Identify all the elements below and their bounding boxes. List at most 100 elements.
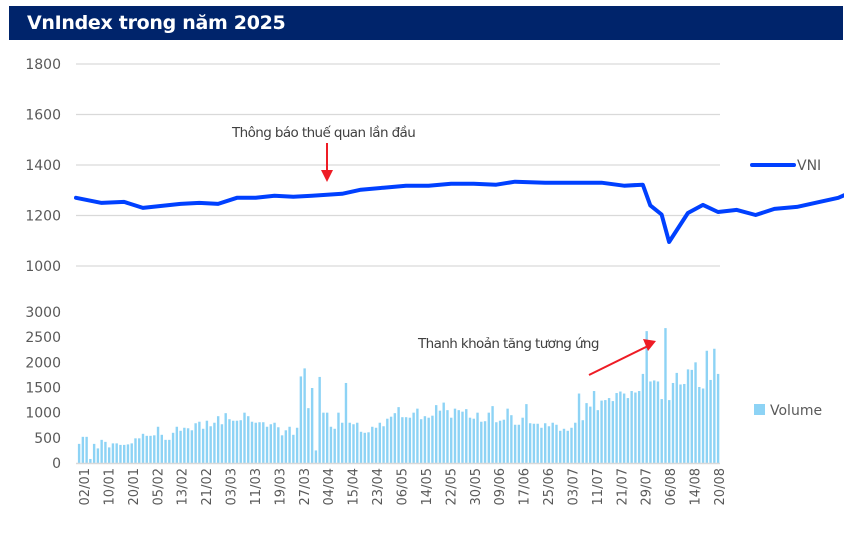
volume-bar: [637, 391, 641, 463]
volume-bar: [679, 384, 682, 463]
volume-bar: [277, 427, 280, 463]
volume-bar: [577, 393, 581, 463]
x-axis: 02/01 10/01 20/01 05/02 13/02 21/02 03/03 11/03…: [78, 468, 728, 505]
volume-bar: [408, 417, 412, 463]
volume-bar: [419, 419, 423, 463]
volume-bar: [472, 418, 475, 463]
volume-bar: [562, 428, 566, 463]
volume-bar: [228, 419, 231, 463]
x-tick-label: 13/02: [176, 468, 191, 505]
volume-bars: [77, 328, 720, 463]
volume-bar: [574, 422, 577, 463]
volume-bar: [389, 416, 393, 463]
volume-y-tick-label: 0: [52, 456, 61, 472]
volume-bar: [303, 368, 306, 463]
volume-bar: [716, 373, 720, 463]
volume-bar: [510, 415, 513, 463]
volume-y-tick-label: 1500: [25, 381, 61, 397]
volume-bar: [265, 426, 269, 463]
volume-bar: [683, 383, 686, 463]
volume-bar: [431, 415, 434, 463]
volume-bar: [412, 412, 415, 463]
volume-bar: [483, 421, 487, 463]
volume-bar: [630, 391, 633, 463]
volume-y-tick-label: 500: [34, 431, 61, 447]
x-tick-label: 30/05: [469, 468, 484, 505]
volume-bar: [600, 400, 603, 463]
volume-bar: [85, 436, 88, 463]
x-tick-label: 14/08: [689, 468, 704, 505]
volume-bar: [686, 369, 690, 463]
volume-bar: [81, 436, 85, 463]
volume-bar: [100, 439, 103, 463]
volume-bar: [378, 422, 382, 463]
volume-bar: [209, 426, 212, 463]
volume-bar: [382, 426, 385, 463]
y-tick-label: 1600: [25, 108, 61, 124]
volume-bar: [506, 408, 509, 463]
volume-bar: [359, 431, 363, 463]
volume-bar: [107, 447, 111, 463]
x-tick-label: 10/01: [102, 468, 117, 505]
volume-bar: [367, 432, 370, 463]
x-tick-label: 03/07: [566, 468, 581, 505]
volume-bar: [476, 412, 479, 463]
volume-bar: [596, 410, 600, 463]
y-tick-label: 1400: [25, 158, 61, 174]
volume-bar: [92, 443, 96, 463]
x-tick-label: 19/03: [273, 468, 288, 505]
volume-bar: [153, 435, 156, 463]
volume-bar: [288, 426, 291, 463]
volume-bar: [626, 398, 630, 463]
price-gridlines: [76, 63, 720, 267]
x-tick-label: 09/06: [493, 468, 508, 505]
volume-bar: [450, 417, 453, 463]
volume-bar: [589, 406, 592, 463]
volume-bar: [138, 438, 141, 463]
volume-bar: [356, 422, 359, 463]
x-tick-label: 20/01: [127, 468, 142, 505]
volume-bar: [247, 416, 250, 463]
volume-bar: [517, 424, 521, 463]
volume-bar: [521, 417, 524, 463]
volume-bar: [592, 391, 596, 463]
volume-bar: [190, 430, 194, 463]
volume-bar: [393, 413, 397, 463]
volume-bar: [404, 417, 408, 463]
volume-y-tick-label: 1000: [25, 406, 61, 422]
legend-vni-label: VNI: [797, 158, 821, 174]
volume-bar: [201, 428, 205, 463]
x-tick-label: 29/07: [640, 468, 655, 505]
vni-series-line: [74, 179, 844, 244]
chart-title: VnIndex trong năm 2025: [27, 12, 286, 34]
volume-bar: [149, 435, 152, 463]
legend-volume: Volume: [754, 403, 822, 419]
volume-bar: [709, 379, 712, 463]
volume-bar: [239, 420, 242, 463]
x-tick-label: 14/05: [420, 468, 435, 505]
x-tick-label: 20/08: [713, 468, 728, 505]
x-tick-label: 11/07: [591, 468, 606, 505]
volume-bar: [532, 423, 536, 463]
volume-bar: [77, 443, 81, 463]
x-tick-label: 23/04: [371, 468, 386, 505]
volume-bar: [269, 424, 272, 463]
price-y-axis: 1800 1600 1400 1200 1000: [25, 57, 61, 275]
volume-bar: [487, 412, 491, 463]
volume-bar: [555, 424, 558, 463]
volume-bar: [525, 404, 528, 463]
volume-bar: [318, 376, 321, 463]
volume-bar: [495, 422, 498, 463]
volume-bar: [216, 416, 220, 463]
volume-bar: [145, 435, 148, 463]
volume-bar: [329, 426, 333, 463]
x-tick-label: 06/08: [664, 468, 679, 505]
volume-bar: [363, 432, 366, 463]
x-tick-label: 11/03: [249, 468, 264, 505]
volume-bar: [273, 422, 276, 463]
x-tick-label: 02/01: [78, 468, 93, 505]
volume-bar: [622, 393, 626, 463]
volume-bar: [675, 372, 678, 463]
volume-bar: [694, 362, 697, 463]
